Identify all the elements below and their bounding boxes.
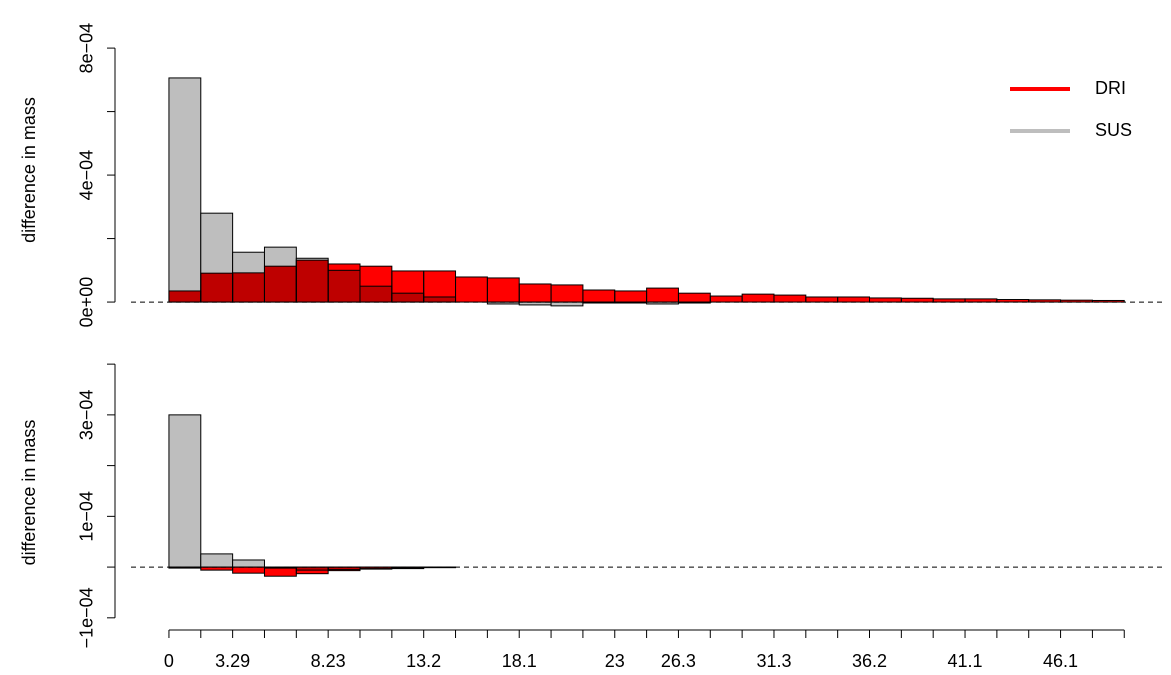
x-tick-label: 18.1 xyxy=(502,651,537,671)
histogram-bar xyxy=(359,265,393,303)
legend-label: SUS xyxy=(1095,120,1132,140)
histogram-bar xyxy=(805,296,839,303)
histogram-bar xyxy=(391,270,425,303)
histogram-bar xyxy=(327,263,361,303)
histogram-bar xyxy=(263,566,297,577)
histogram-bar xyxy=(773,294,807,303)
histogram-bar xyxy=(263,265,297,303)
histogram-bar xyxy=(200,553,234,568)
histogram-bar xyxy=(455,276,488,303)
y-tick-label: 1e−04 xyxy=(77,491,97,542)
histogram-bar xyxy=(582,289,616,303)
histogram-bar xyxy=(232,559,265,568)
histogram-bar xyxy=(869,297,902,303)
histogram-bar xyxy=(518,283,552,303)
y-axis-label: difference in mass xyxy=(19,97,39,243)
histogram-bar xyxy=(200,272,234,303)
histogram-bar xyxy=(709,295,743,303)
histogram-bar xyxy=(232,272,265,303)
y-tick-label: 0e+00 xyxy=(77,277,97,328)
histogram-bar xyxy=(837,296,871,303)
x-tick-label: 41.1 xyxy=(948,651,983,671)
histogram-bar xyxy=(168,414,202,568)
x-tick-label: 31.3 xyxy=(756,651,791,671)
histogram-bar xyxy=(168,77,202,303)
x-tick-label: 36.2 xyxy=(852,651,887,671)
y-tick-label: 3e−04 xyxy=(77,390,97,441)
histogram-bar xyxy=(295,566,329,575)
x-tick-label: 3.29 xyxy=(215,651,250,671)
histogram-bar xyxy=(614,290,648,303)
histogram-bar xyxy=(550,284,584,303)
histogram-bar xyxy=(232,566,265,574)
y-tick-label: 4e−04 xyxy=(77,150,97,201)
x-tick-label: 26.3 xyxy=(661,651,696,671)
y-axis-label: difference in mass xyxy=(19,420,39,566)
histogram-bar xyxy=(486,277,520,303)
histogram-bar xyxy=(741,293,775,303)
histogram-bar xyxy=(550,301,584,307)
histogram-bar xyxy=(168,290,202,303)
histogram-bar xyxy=(295,259,329,303)
histogram-bar xyxy=(646,287,679,303)
x-tick-label: 23 xyxy=(605,651,625,671)
histogram-bar xyxy=(423,270,457,303)
histogram-bar xyxy=(900,297,934,303)
histogram-bar xyxy=(1091,299,1125,303)
legend-label: DRI xyxy=(1095,78,1126,98)
histogram-bar xyxy=(677,292,711,303)
y-tick-label: 8e−04 xyxy=(77,23,97,74)
y-tick-label: −1e−04 xyxy=(77,587,97,648)
x-tick-label: 8.23 xyxy=(311,651,346,671)
x-tick-label: 0 xyxy=(164,651,174,671)
histogram-bar xyxy=(327,566,361,572)
x-tick-label: 13.2 xyxy=(406,651,441,671)
x-tick-label: 46.1 xyxy=(1043,651,1078,671)
